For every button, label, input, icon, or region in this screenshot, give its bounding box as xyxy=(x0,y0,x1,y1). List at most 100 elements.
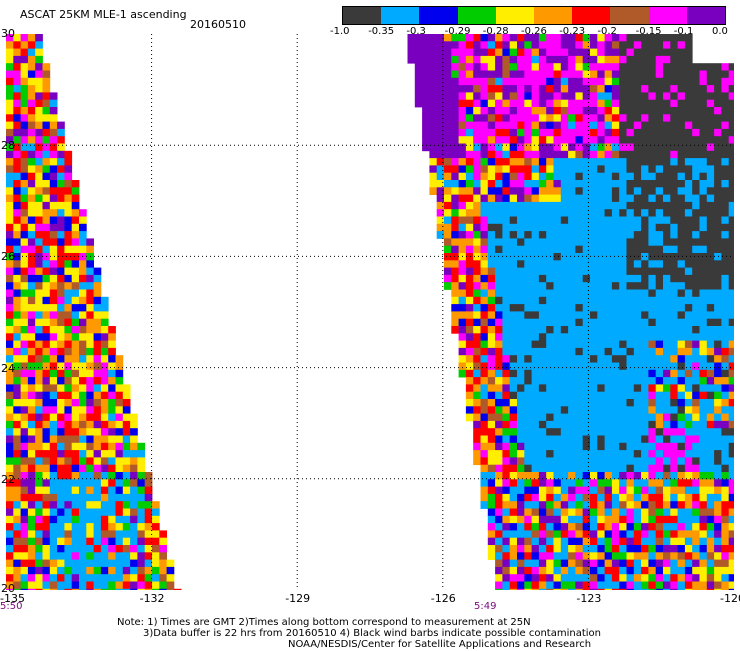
wind-cell xyxy=(49,165,58,174)
wind-cell xyxy=(524,355,532,363)
wind-cell xyxy=(663,574,671,582)
wind-cell xyxy=(531,508,540,517)
wind-cell xyxy=(568,479,576,487)
wind-cell xyxy=(524,391,532,400)
wind-cell xyxy=(473,121,481,130)
wind-cell xyxy=(699,238,708,247)
wind-cell xyxy=(597,267,605,276)
wind-cell xyxy=(130,581,138,590)
wind-cell xyxy=(429,85,438,93)
wind-cell xyxy=(553,238,562,247)
wind-cell xyxy=(560,41,569,49)
wind-cell xyxy=(115,552,124,560)
wind-cell xyxy=(487,282,496,290)
wind-cell xyxy=(517,355,525,363)
wind-cell xyxy=(633,464,642,473)
wind-cell xyxy=(495,588,503,597)
wind-cell xyxy=(684,238,693,247)
wind-cell xyxy=(64,340,73,349)
wind-cell xyxy=(604,121,613,130)
wind-cell xyxy=(524,318,532,327)
wind-cell xyxy=(568,406,576,414)
wind-cell xyxy=(20,99,29,108)
wind-cell xyxy=(670,187,678,195)
wind-cell xyxy=(670,545,678,553)
wind-cell xyxy=(6,552,14,560)
wind-cell xyxy=(6,472,14,480)
wind-cell xyxy=(546,136,554,144)
wind-cell xyxy=(677,150,686,159)
wind-cell xyxy=(611,545,620,553)
wind-cell xyxy=(677,121,686,130)
wind-cell xyxy=(604,158,613,166)
wind-cell xyxy=(49,450,58,458)
wind-cell xyxy=(648,523,657,531)
wind-cell xyxy=(590,508,598,517)
wind-cell xyxy=(509,333,518,341)
wind-cell xyxy=(49,114,58,122)
wind-cell xyxy=(663,41,671,49)
wind-cell xyxy=(684,296,693,305)
wind-cell xyxy=(480,260,489,268)
wind-cell xyxy=(524,114,532,122)
wind-cell xyxy=(495,559,503,568)
wind-cell xyxy=(35,391,43,400)
wind-cell xyxy=(100,420,109,429)
wind-cell xyxy=(6,413,14,422)
wind-cell xyxy=(64,472,73,480)
wind-cell xyxy=(509,399,518,407)
wind-cell xyxy=(93,413,102,422)
wind-cell xyxy=(677,355,686,363)
wind-cell xyxy=(20,369,29,378)
wind-cell xyxy=(13,515,21,524)
wind-cell xyxy=(517,274,525,283)
wind-cell xyxy=(509,508,518,517)
wind-cell xyxy=(502,267,511,276)
wind-cell xyxy=(27,187,36,195)
wind-cell xyxy=(619,41,627,49)
wind-cell xyxy=(108,391,116,400)
wind-cell xyxy=(568,296,576,305)
wind-cell xyxy=(553,413,562,422)
wind-cell xyxy=(49,340,58,349)
wind-cell xyxy=(480,413,489,422)
wind-cell xyxy=(684,180,693,188)
wind-cell xyxy=(517,296,525,305)
wind-cell xyxy=(42,311,51,320)
wind-cell xyxy=(64,435,73,444)
wind-cell xyxy=(531,70,540,79)
wind-cell xyxy=(692,70,700,79)
wind-cell xyxy=(137,486,146,495)
wind-cell xyxy=(582,399,591,407)
wind-cell xyxy=(568,77,576,86)
wind-cell xyxy=(706,223,715,232)
wind-cell xyxy=(414,55,423,64)
wind-cell xyxy=(444,260,452,268)
wind-cell xyxy=(35,48,43,57)
wind-cell xyxy=(575,552,584,560)
wind-cell xyxy=(582,537,591,546)
wind-cell xyxy=(458,260,467,268)
wind-cell xyxy=(633,391,642,400)
wind-cell xyxy=(655,523,664,531)
wind-cell xyxy=(473,114,481,122)
wind-cell xyxy=(49,377,58,385)
wind-cell xyxy=(108,508,116,517)
wind-cell xyxy=(604,347,613,356)
wind-cell xyxy=(517,457,525,466)
wind-cell xyxy=(560,369,569,378)
wind-cell xyxy=(546,92,554,101)
wind-cell xyxy=(487,340,496,349)
wind-cell xyxy=(27,545,36,553)
wind-cell xyxy=(42,340,51,349)
wind-cell xyxy=(79,296,87,305)
wind-cell xyxy=(626,530,635,539)
wind-cell xyxy=(568,559,576,568)
wind-cell xyxy=(27,128,36,137)
wind-cell xyxy=(79,493,87,502)
wind-cell xyxy=(706,267,715,276)
wind-cell xyxy=(57,260,65,268)
wind-cell xyxy=(517,559,525,568)
wind-cell xyxy=(20,457,29,466)
wind-cell xyxy=(560,187,569,195)
